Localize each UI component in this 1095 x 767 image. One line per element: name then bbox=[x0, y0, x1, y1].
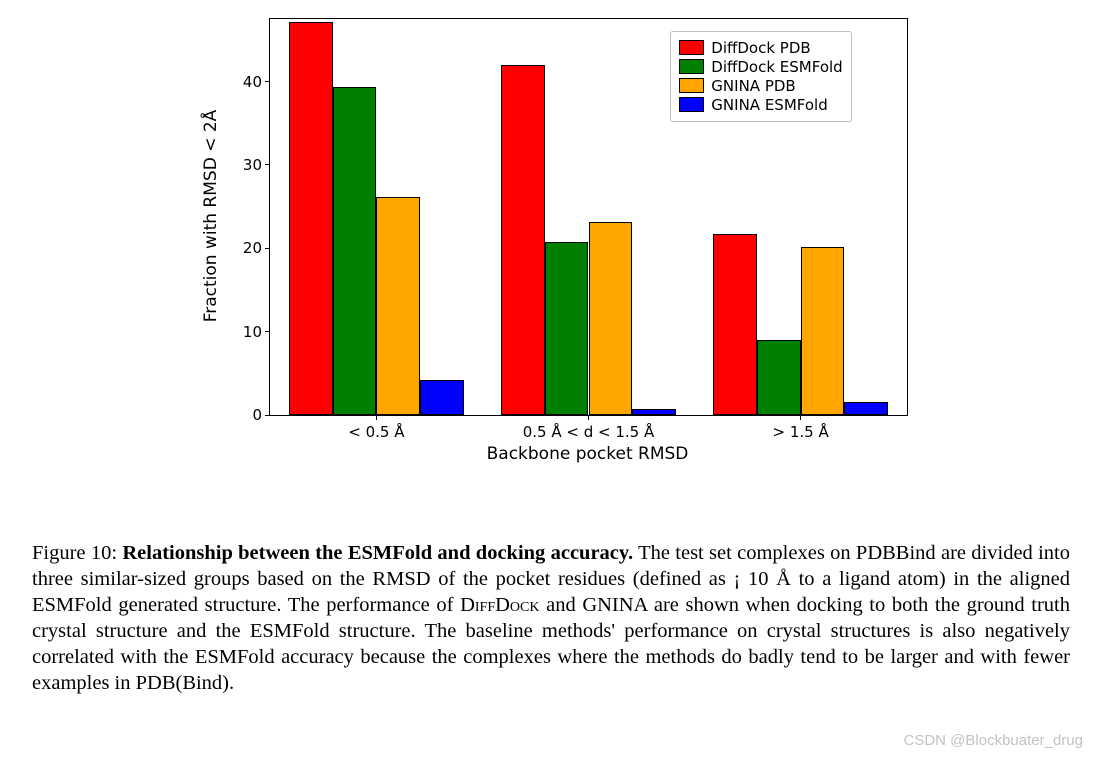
bar bbox=[420, 380, 464, 415]
legend-swatch bbox=[679, 97, 704, 112]
bar bbox=[757, 340, 801, 415]
bar bbox=[376, 197, 420, 415]
watermark: CSDN @Blockbuater_drug bbox=[904, 732, 1083, 749]
legend-swatch bbox=[679, 59, 704, 74]
legend-swatch bbox=[679, 40, 704, 55]
legend-item: GNINA PDB bbox=[679, 77, 842, 95]
bar bbox=[545, 242, 589, 415]
x-tick-label: < 0.5 Å bbox=[296, 423, 456, 441]
figure-label: Figure 10: bbox=[32, 542, 117, 564]
bar bbox=[333, 87, 377, 415]
x-tick-label: 0.5 Å < d < 1.5 Å bbox=[509, 423, 669, 441]
caption-diffdock: DiffDock bbox=[460, 594, 539, 616]
legend: DiffDock PDBDiffDock ESMFoldGNINA PDBGNI… bbox=[670, 31, 851, 122]
caption-title: Relationship between the ESMFold and doc… bbox=[122, 542, 633, 564]
legend-item: DiffDock ESMFold bbox=[679, 58, 842, 76]
legend-swatch bbox=[679, 78, 704, 93]
bar bbox=[801, 247, 845, 415]
bar bbox=[632, 409, 676, 415]
legend-item: DiffDock PDB bbox=[679, 39, 842, 57]
y-axis-label: Fraction with RMSD < 2Å bbox=[201, 110, 221, 323]
legend-label: GNINA PDB bbox=[711, 77, 795, 95]
y-tick-label: 20 bbox=[220, 239, 262, 257]
bar bbox=[713, 234, 757, 415]
legend-label: GNINA ESMFold bbox=[711, 96, 827, 114]
x-tick-label: > 1.5 Å bbox=[721, 423, 881, 441]
legend-item: GNINA ESMFold bbox=[679, 96, 842, 114]
y-tick-label: 40 bbox=[220, 73, 262, 91]
bar bbox=[501, 65, 545, 415]
bar bbox=[589, 222, 633, 415]
bar bbox=[844, 402, 888, 415]
y-tick-label: 10 bbox=[220, 323, 262, 341]
legend-label: DiffDock PDB bbox=[711, 39, 810, 57]
y-tick-label: 0 bbox=[220, 406, 262, 424]
legend-label: DiffDock ESMFold bbox=[711, 58, 842, 76]
x-axis-label: Backbone pocket RMSD bbox=[487, 444, 689, 464]
y-tick-label: 30 bbox=[220, 156, 262, 174]
bar bbox=[289, 22, 333, 415]
figure-caption: Figure 10: Relationship between the ESMF… bbox=[32, 540, 1070, 696]
